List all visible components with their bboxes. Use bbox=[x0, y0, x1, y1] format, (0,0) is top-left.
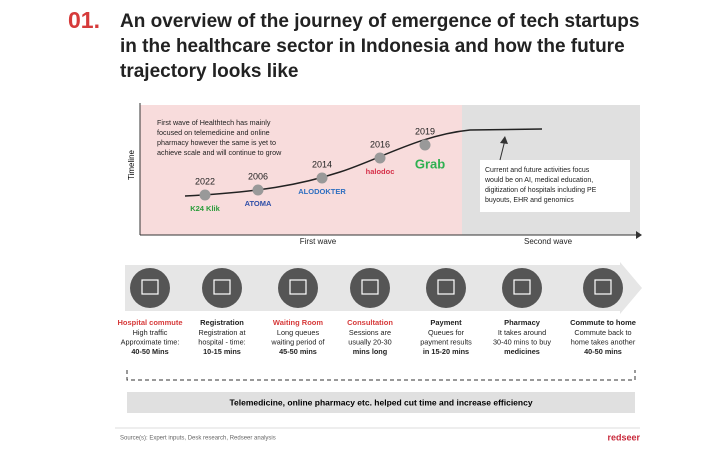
step-name: Consultation bbox=[347, 318, 393, 327]
step-line: waiting period of bbox=[270, 337, 325, 346]
milestone-dot bbox=[419, 139, 431, 151]
step-line: medicines bbox=[504, 347, 540, 356]
step-line: Commute back to bbox=[574, 328, 631, 337]
step-line: Sessions are bbox=[349, 328, 391, 337]
section-number: 01. bbox=[68, 7, 100, 33]
step-glyph bbox=[594, 279, 612, 295]
step-line: hospital - time: bbox=[198, 337, 245, 346]
logo: redseer bbox=[607, 432, 640, 442]
milestone-company: halodoc bbox=[366, 167, 395, 176]
bracket bbox=[126, 370, 636, 381]
note-line: pharmacy however the same is yet to bbox=[157, 138, 276, 147]
step-icon bbox=[426, 268, 466, 308]
milestone-dot bbox=[316, 172, 328, 184]
milestone-year: 2014 bbox=[312, 159, 332, 169]
step-glyph bbox=[141, 279, 159, 295]
step-name: Pharmacy bbox=[504, 318, 541, 327]
step-glyph bbox=[437, 279, 455, 295]
milestone-company: ATOMA bbox=[245, 199, 272, 208]
step-icon bbox=[502, 268, 542, 308]
milestone-year: 2022 bbox=[195, 176, 215, 186]
step-glyph bbox=[513, 279, 531, 295]
step-line: mins long bbox=[353, 347, 387, 356]
trajectory bbox=[184, 128, 543, 197]
step-line: 45-50 mins bbox=[279, 347, 317, 356]
step-name: Hospital commute bbox=[117, 318, 182, 327]
future-line: digitization of hospitals including PE bbox=[485, 187, 597, 194]
milestone-company: K24 Klik bbox=[190, 204, 220, 213]
pointer-head bbox=[500, 136, 508, 144]
milestone-dot bbox=[374, 152, 386, 164]
step-line: Queues for bbox=[428, 328, 465, 337]
milestone-company: Grab bbox=[415, 156, 445, 171]
step-glyph bbox=[289, 279, 307, 295]
step-icon bbox=[202, 268, 242, 308]
first-wave-area bbox=[140, 105, 462, 235]
title-line: An overview of the journey of emergence … bbox=[120, 11, 639, 32]
step-glyph bbox=[213, 279, 231, 295]
future-line: buyouts, EHR and genomics bbox=[485, 197, 574, 204]
source: Source(s): Expert inputs, Desk research,… bbox=[120, 436, 276, 442]
milestone-year: 2006 bbox=[248, 171, 268, 181]
step-line: 40-50 Mins bbox=[131, 347, 168, 356]
wave-label: Second wave bbox=[524, 237, 573, 246]
wave-label: First wave bbox=[300, 237, 337, 246]
step-glyph bbox=[361, 279, 379, 295]
step-icon bbox=[583, 268, 623, 308]
note-line: focused on telemedicine and online bbox=[157, 128, 270, 137]
milestone-dot bbox=[252, 184, 264, 196]
banner-box bbox=[127, 392, 635, 413]
step-name: Commute to home bbox=[570, 318, 636, 327]
step-line: home takes another bbox=[571, 337, 636, 346]
future-line: Current and future activities focus bbox=[485, 167, 590, 174]
step-name: Payment bbox=[430, 318, 462, 327]
step-line: Registration at bbox=[198, 328, 245, 337]
step-line: It takes around bbox=[498, 328, 546, 337]
step-line: Approximate time: bbox=[121, 337, 180, 346]
axis-arrow bbox=[636, 231, 642, 239]
note-line: achieve scale and will continue to grow bbox=[157, 148, 282, 157]
step-line: 10-15 mins bbox=[203, 347, 241, 356]
step-name: Waiting Room bbox=[273, 318, 323, 327]
step-line: 30-40 mins to buy bbox=[493, 337, 551, 346]
axis-label: Timeline bbox=[127, 149, 136, 179]
note-line: First wave of Healthtech has mainly bbox=[157, 118, 271, 127]
step-icon bbox=[130, 268, 170, 308]
milestone-year: 2016 bbox=[370, 139, 390, 149]
milestone-company: ALODOKTER bbox=[298, 187, 346, 196]
step-name: Registration bbox=[200, 318, 244, 327]
step-line: usually 20-30 bbox=[348, 337, 391, 346]
title-line: trajectory looks like bbox=[120, 61, 298, 82]
milestone-year: 2019 bbox=[415, 126, 435, 136]
step-icon bbox=[278, 268, 318, 308]
step-line: Long queues bbox=[277, 328, 320, 337]
step-icon bbox=[350, 268, 390, 308]
future-line: would be on AI, medical education, bbox=[484, 177, 593, 184]
banner-text: Telemedicine, online pharmacy etc. helpe… bbox=[229, 397, 532, 407]
future-box bbox=[480, 160, 630, 212]
step-line: High traffic bbox=[133, 328, 168, 337]
step-line: payment results bbox=[420, 337, 472, 346]
step-line: in 15-20 mins bbox=[423, 347, 469, 356]
milestone-dot bbox=[199, 189, 211, 201]
title-line: in the healthcare sector in Indonesia an… bbox=[120, 36, 625, 57]
step-line: 40-50 mins bbox=[584, 347, 622, 356]
